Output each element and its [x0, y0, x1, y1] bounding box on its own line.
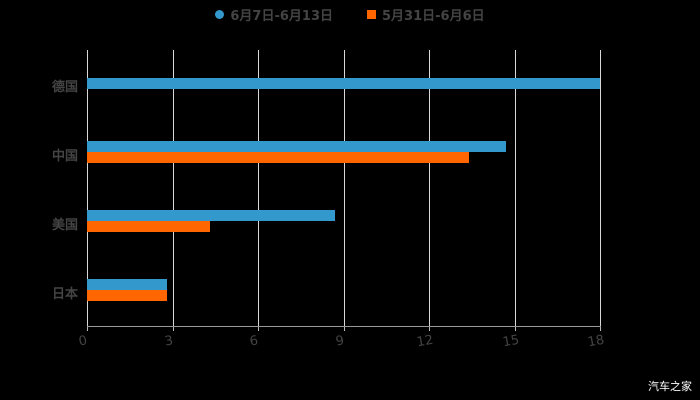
legend-label: 5月31日-6月6日	[382, 8, 485, 24]
watermark: 汽车之家	[648, 380, 692, 393]
bar[interactable]	[87, 141, 506, 152]
gridline	[258, 50, 259, 326]
bar[interactable]	[87, 210, 335, 221]
legend-swatch-blue-icon	[215, 9, 225, 19]
x-tick-label: 6	[248, 333, 260, 350]
x-tick	[600, 326, 601, 331]
bar[interactable]	[87, 221, 210, 232]
x-tick-label: 0	[77, 333, 89, 350]
x-tick	[429, 326, 430, 331]
legend-swatch-orange-icon	[367, 9, 376, 19]
x-tick	[173, 326, 174, 331]
legend-label: 6月7日-6月13日	[230, 8, 333, 24]
gridline	[87, 50, 88, 326]
legend-item-series-1[interactable]: 6月7日-6月13日	[215, 5, 333, 24]
x-tick	[515, 326, 516, 331]
bar[interactable]	[87, 279, 167, 290]
y-category-label: 中国	[51, 149, 78, 164]
gridline	[344, 50, 345, 326]
y-category-label: 美国	[51, 218, 78, 233]
x-tick	[344, 326, 345, 331]
gridline	[600, 50, 601, 326]
gridline	[173, 50, 174, 326]
legend: 6月7日-6月13日 5月31日-6月6日	[0, 5, 700, 24]
x-tick-label: 3	[163, 333, 175, 350]
gridline	[429, 50, 430, 326]
bar[interactable]	[87, 78, 600, 89]
x-tick	[87, 326, 88, 331]
x-tick-label: 15	[501, 332, 521, 351]
bar[interactable]	[87, 152, 469, 163]
x-tick-label: 18	[586, 332, 606, 351]
legend-item-series-2[interactable]: 5月31日-6月6日	[367, 5, 485, 24]
x-axis-line	[87, 326, 601, 327]
x-tick-label: 12	[415, 332, 435, 351]
y-category-label: 日本	[51, 287, 78, 302]
x-tick	[258, 326, 259, 331]
y-category-label: 德国	[51, 80, 78, 95]
bar[interactable]	[87, 290, 167, 301]
gridline	[515, 50, 516, 326]
plot-area	[87, 50, 601, 331]
x-tick-label: 9	[334, 333, 346, 350]
